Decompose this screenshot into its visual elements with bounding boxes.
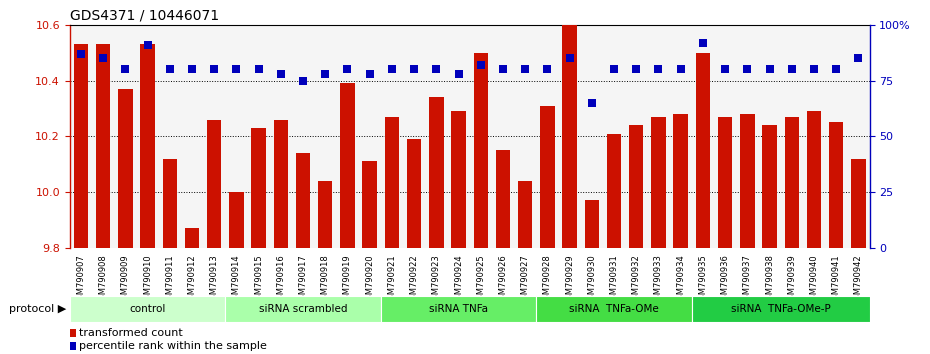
- Bar: [273, 120, 288, 248]
- Bar: [607, 133, 621, 248]
- Bar: [629, 125, 644, 248]
- Point: [363, 71, 378, 77]
- Bar: [407, 139, 421, 248]
- Bar: [829, 122, 844, 248]
- Text: transformed count: transformed count: [78, 327, 182, 338]
- Point: [762, 67, 777, 72]
- Bar: [318, 181, 332, 248]
- Point: [562, 56, 577, 61]
- Bar: [696, 53, 711, 248]
- Point: [73, 51, 88, 57]
- Point: [496, 67, 511, 72]
- Text: percentile rank within the sample: percentile rank within the sample: [78, 341, 266, 351]
- Bar: [585, 200, 599, 248]
- Bar: [380, 296, 537, 322]
- Text: siRNA  TNFa-OMe: siRNA TNFa-OMe: [569, 304, 659, 314]
- Bar: [807, 111, 821, 248]
- Bar: [118, 89, 132, 248]
- Bar: [537, 296, 692, 322]
- Text: control: control: [129, 304, 166, 314]
- Point: [829, 67, 844, 72]
- Text: protocol ▶: protocol ▶: [9, 304, 66, 314]
- Bar: [851, 159, 866, 248]
- Point: [740, 67, 755, 72]
- Bar: [296, 153, 311, 248]
- Point: [451, 71, 466, 77]
- Point: [384, 67, 399, 72]
- Bar: [429, 97, 444, 248]
- Point: [118, 67, 133, 72]
- Bar: [96, 44, 111, 248]
- Point: [718, 67, 733, 72]
- Point: [184, 67, 199, 72]
- Point: [281, 295, 296, 300]
- Bar: [740, 114, 754, 248]
- Bar: [185, 228, 199, 248]
- Bar: [692, 296, 870, 322]
- Point: [296, 78, 311, 84]
- Bar: [140, 44, 154, 248]
- Bar: [207, 120, 221, 248]
- Point: [229, 67, 244, 72]
- Text: siRNA  TNFa-OMe-P: siRNA TNFa-OMe-P: [731, 304, 830, 314]
- Bar: [496, 150, 511, 248]
- Bar: [225, 296, 380, 322]
- Bar: [229, 192, 244, 248]
- Point: [281, 173, 296, 179]
- Point: [540, 67, 555, 72]
- Point: [673, 67, 688, 72]
- Point: [96, 56, 111, 61]
- Point: [340, 67, 355, 72]
- Bar: [251, 128, 266, 248]
- Bar: [540, 105, 554, 248]
- Bar: [70, 296, 225, 322]
- Bar: [763, 125, 777, 248]
- Point: [318, 71, 333, 77]
- Bar: [651, 117, 666, 248]
- Point: [584, 100, 599, 106]
- Bar: [518, 181, 532, 248]
- Point: [629, 67, 644, 72]
- Point: [429, 67, 444, 72]
- Point: [696, 40, 711, 45]
- Bar: [451, 111, 466, 248]
- Bar: [385, 117, 399, 248]
- Point: [606, 67, 621, 72]
- Bar: [718, 117, 732, 248]
- Bar: [340, 83, 354, 248]
- Text: GDS4371 / 10446071: GDS4371 / 10446071: [70, 8, 219, 22]
- Bar: [163, 159, 177, 248]
- Point: [518, 67, 533, 72]
- Point: [273, 71, 288, 77]
- Point: [473, 62, 488, 68]
- Point: [140, 42, 155, 48]
- Point: [206, 67, 221, 72]
- Text: siRNA TNFa: siRNA TNFa: [429, 304, 488, 314]
- Bar: [673, 114, 688, 248]
- Bar: [363, 161, 377, 248]
- Bar: [73, 44, 88, 248]
- Point: [784, 67, 799, 72]
- Point: [651, 67, 666, 72]
- Point: [851, 56, 866, 61]
- Text: siRNA scrambled: siRNA scrambled: [259, 304, 347, 314]
- Point: [162, 67, 177, 72]
- Point: [806, 67, 821, 72]
- Bar: [563, 5, 577, 248]
- Point: [251, 67, 266, 72]
- Point: [406, 67, 421, 72]
- Bar: [785, 117, 799, 248]
- Bar: [473, 53, 488, 248]
